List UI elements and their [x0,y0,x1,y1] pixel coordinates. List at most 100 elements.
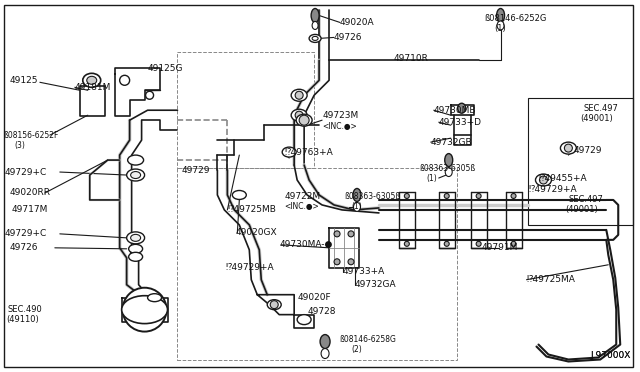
Ellipse shape [268,300,281,310]
Circle shape [444,193,449,199]
Ellipse shape [353,202,360,211]
Circle shape [334,231,340,237]
Text: 49723M: 49723M [322,111,358,120]
Circle shape [334,259,340,265]
Text: (3): (3) [14,141,25,150]
Circle shape [476,193,481,199]
Circle shape [120,75,130,85]
Ellipse shape [312,22,318,29]
Ellipse shape [497,21,504,30]
Text: ß08146-6252G: ß08146-6252G [484,14,547,23]
Ellipse shape [320,334,330,349]
Text: 49726: 49726 [10,243,38,252]
Text: 49726: 49726 [334,33,362,42]
Ellipse shape [129,252,143,261]
Ellipse shape [131,171,141,179]
Text: 49733+A: 49733+A [343,267,385,276]
Text: 49729: 49729 [573,145,602,155]
Ellipse shape [561,142,577,154]
Text: 49710R: 49710R [394,54,429,63]
Ellipse shape [232,190,246,199]
Ellipse shape [309,35,321,42]
Circle shape [348,231,354,237]
Circle shape [299,115,309,125]
Circle shape [476,241,481,246]
Circle shape [444,241,449,246]
Text: (1): (1) [427,173,438,183]
Text: (49110): (49110) [6,315,39,324]
Text: 49733+D: 49733+D [439,118,482,127]
Ellipse shape [458,103,466,113]
Text: <INC.●>: <INC.●> [322,122,357,131]
Bar [529,98,633,225]
Circle shape [564,144,572,152]
Ellipse shape [311,9,319,22]
Text: 49722M: 49722M [284,192,320,202]
Ellipse shape [353,189,361,202]
Text: ß08156-6252F: ß08156-6252F [3,131,58,140]
Text: ß08363-6305ß: ß08363-6305ß [419,164,475,173]
Text: 49728: 49728 [307,307,335,316]
Text: (49001): (49001) [580,114,613,123]
Ellipse shape [291,89,307,101]
Circle shape [511,241,516,246]
Text: 49730MB: 49730MB [434,106,476,115]
Bar [177,52,314,168]
Text: ⁉49455+A: ⁉49455+A [538,173,587,183]
Ellipse shape [497,9,504,22]
Ellipse shape [148,294,161,302]
Ellipse shape [129,244,143,253]
Text: ⁉49763+A: ⁉49763+A [284,148,333,157]
Ellipse shape [536,174,552,186]
Ellipse shape [291,109,307,121]
Ellipse shape [296,114,312,126]
Text: 49020GX: 49020GX [236,228,277,237]
Text: 49125: 49125 [10,76,38,85]
Text: (1): (1) [495,24,506,33]
Text: 49717M: 49717M [12,205,49,214]
Ellipse shape [131,234,141,241]
Circle shape [141,306,148,314]
Text: 49729: 49729 [182,166,210,174]
Text: ß08363-6305ß: ß08363-6305ß [344,192,400,202]
Ellipse shape [83,73,100,87]
Ellipse shape [312,36,318,41]
Circle shape [295,91,303,99]
Circle shape [295,111,303,119]
Ellipse shape [282,147,296,157]
Text: (2): (2) [351,345,362,354]
Text: ß08146-6258G: ß08146-6258G [339,335,396,344]
Text: SEC.490: SEC.490 [8,305,43,314]
Text: <INC.●>: <INC.●> [284,202,319,211]
Text: 49732GA: 49732GA [355,280,397,289]
Text: 49732GB: 49732GB [431,138,472,147]
Text: ⁉49729+A: ⁉49729+A [225,263,274,272]
Ellipse shape [297,315,311,325]
Text: J.97000X: J.97000X [590,351,630,360]
Circle shape [404,241,410,246]
Circle shape [123,288,166,331]
Text: SEC.497: SEC.497 [568,195,604,205]
Circle shape [511,193,516,199]
Ellipse shape [321,349,329,359]
Circle shape [270,301,278,309]
Text: SEC.497: SEC.497 [583,104,618,113]
Text: 49729+C: 49729+C [5,167,47,177]
Text: ⁉49725MB: ⁉49725MB [227,205,276,214]
Text: 49730MA-●: 49730MA-● [279,240,333,249]
Text: ⁉49729+A: ⁉49729+A [529,186,577,195]
Bar [177,168,457,359]
Text: 49181M: 49181M [75,83,111,92]
Ellipse shape [127,232,145,244]
Text: ⁉49725MA: ⁉49725MA [527,275,575,284]
Circle shape [404,193,410,199]
Ellipse shape [122,296,168,324]
Ellipse shape [445,167,452,177]
Ellipse shape [127,155,143,165]
Text: 49020A: 49020A [340,18,374,27]
Text: (1): (1) [351,202,362,211]
Circle shape [540,176,547,184]
Circle shape [145,91,154,99]
Text: 49020RR: 49020RR [10,189,51,198]
Text: 49125G: 49125G [148,64,183,73]
